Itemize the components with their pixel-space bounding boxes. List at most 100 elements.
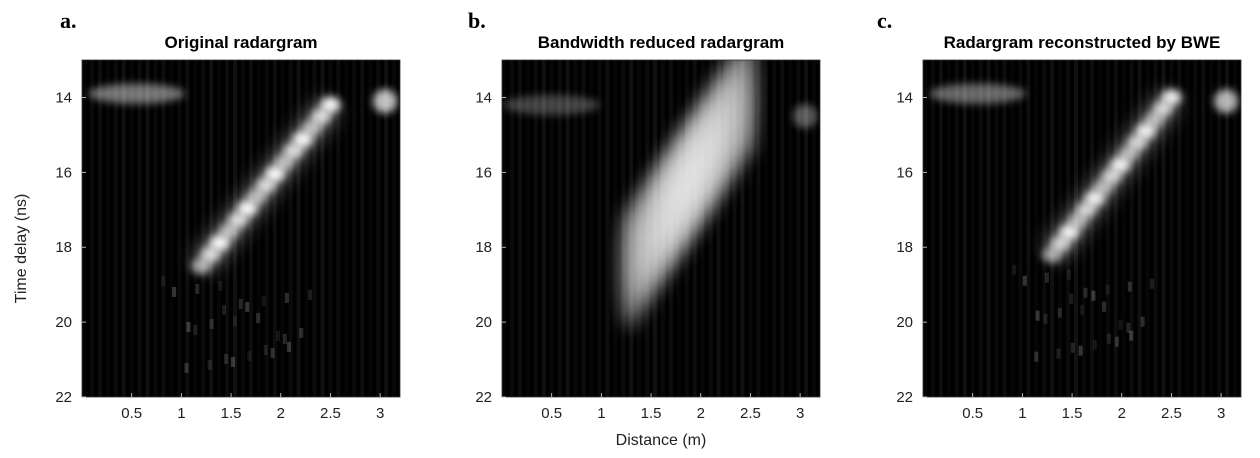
reflection-point <box>218 223 239 240</box>
radargram-panel-1: 0.5 1 1.5 2 2.5 3 14 16 18 20 22 a. Original radargr… <box>13 8 401 422</box>
reflection-point <box>191 257 212 274</box>
texture-stripe <box>1106 60 1110 397</box>
axes-box <box>81 59 401 398</box>
clutter-speck <box>207 359 212 370</box>
reflection-point <box>283 142 304 159</box>
texture-stripe <box>344 60 348 397</box>
clutter-speck <box>1034 351 1039 362</box>
panel-title: Original radargram <box>164 33 317 52</box>
reflection-point <box>246 188 267 205</box>
clutter-speck <box>1114 336 1119 347</box>
texture-stripe <box>978 60 983 397</box>
x-tick-label: 1.5 <box>1062 405 1083 422</box>
y-tick-label: 16 <box>896 164 913 181</box>
texture-stripe <box>376 60 381 397</box>
texture-stripe <box>995 60 999 397</box>
clutter-speck <box>184 362 189 373</box>
texture-stripe <box>708 60 713 397</box>
texture-stripe <box>1034 60 1038 397</box>
clutter-speck <box>256 312 261 323</box>
texture-stripe <box>161 60 166 397</box>
clutter-speck <box>247 350 252 361</box>
clutter-speck <box>261 295 266 306</box>
panel-letter: c. <box>877 8 892 33</box>
x-tick-label: 1.5 <box>221 405 242 422</box>
reflection-point <box>320 96 341 113</box>
clutter-speck <box>284 292 289 303</box>
clutter-speck <box>1078 345 1083 356</box>
x-tick-label: 3 <box>1217 405 1225 422</box>
x-axis-label: Distance (m) <box>616 432 707 449</box>
texture-stripe <box>130 60 134 397</box>
texture-stripe <box>1137 60 1142 397</box>
texture-stripe <box>169 60 173 397</box>
texture-stripe <box>1185 60 1189 397</box>
texture-stripe <box>1010 60 1014 397</box>
texture-stripe <box>764 60 768 397</box>
clutter-speck <box>299 327 304 338</box>
y-tick-label: 14 <box>896 89 913 106</box>
texture-stripe <box>740 60 745 397</box>
texture-stripe <box>1177 60 1182 397</box>
clutter-speck <box>1091 290 1096 301</box>
x-tick-label: 2 <box>277 405 285 422</box>
x-tick-label: 0.5 <box>541 405 562 422</box>
clutter-speck <box>1118 319 1123 330</box>
texture-stripe <box>1161 60 1166 397</box>
texture-stripe <box>312 60 317 397</box>
surface-reflection <box>373 89 398 114</box>
texture-stripe <box>947 60 951 397</box>
axes-box <box>922 59 1242 398</box>
y-tick-label: 20 <box>896 314 913 331</box>
x-tick-label: 2.5 <box>740 405 761 422</box>
surface-reflection <box>503 94 600 115</box>
clutter-speck <box>286 341 291 352</box>
panel-letter: b. <box>468 8 486 33</box>
x-tick-label: 2.5 <box>1161 405 1182 422</box>
texture-stripe <box>557 60 562 397</box>
texture-stripe <box>392 60 396 397</box>
texture-stripe <box>962 60 967 397</box>
clutter-speck <box>1022 275 1027 286</box>
texture-stripe <box>1098 60 1102 397</box>
texture-stripe <box>82 60 86 397</box>
texture-stripe <box>1153 60 1158 397</box>
x-tick-label: 1 <box>597 405 605 422</box>
clutter-speck <box>245 301 250 312</box>
reflection-point <box>292 131 313 148</box>
clutter-speck <box>270 347 275 358</box>
reflection-point <box>1161 89 1182 106</box>
texture-stripe <box>154 60 158 397</box>
texture-stripe <box>1225 60 1230 397</box>
clutter-speck <box>1140 316 1145 327</box>
texture-stripe <box>541 60 546 397</box>
texture-stripe <box>1201 60 1206 397</box>
clutter-speck <box>222 304 227 315</box>
y-tick-label: 20 <box>475 314 492 331</box>
texture-stripe <box>1002 60 1007 397</box>
x-tick-label: 1.5 <box>641 405 662 422</box>
texture-stripe <box>971 60 975 397</box>
texture-stripe <box>209 60 214 397</box>
texture-stripe <box>368 60 372 397</box>
radargram-panel-3: 0.5 1 1.5 2 2.5 3 14 16 18 20 22 c. Radargram recons… <box>877 8 1242 422</box>
y-tick-label: 22 <box>475 389 492 406</box>
surface-reflection <box>1214 89 1239 114</box>
texture-stripe <box>1089 60 1094 397</box>
clutter-speck <box>238 298 243 309</box>
reflection-point <box>200 246 221 263</box>
surface-reflection <box>929 83 1026 104</box>
texture-stripe <box>1018 60 1022 397</box>
texture-stripe <box>272 60 277 397</box>
y-axis-label: Time delay (ns) <box>13 194 30 304</box>
clutter-speck <box>1107 333 1112 344</box>
clutter-speck <box>186 321 191 332</box>
y-tick-label: 22 <box>896 389 913 406</box>
clutter-speck <box>1149 278 1154 289</box>
reflection-point <box>209 234 230 251</box>
texture-stripe <box>201 60 206 397</box>
texture-stripe <box>597 60 601 397</box>
texture-stripe <box>296 60 301 397</box>
texture-stripe <box>113 60 118 397</box>
clutter-speck <box>1069 293 1074 304</box>
